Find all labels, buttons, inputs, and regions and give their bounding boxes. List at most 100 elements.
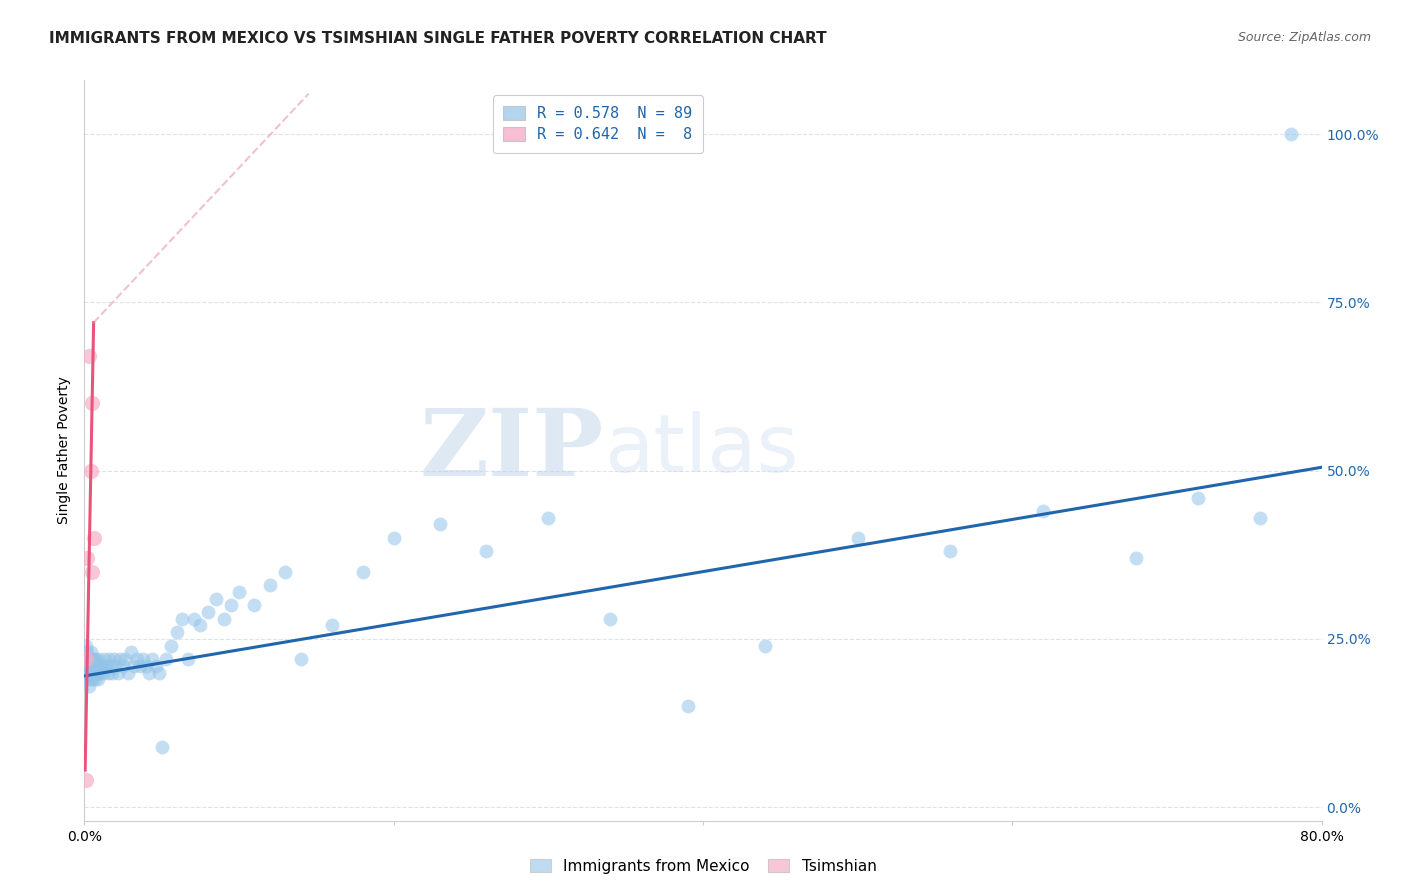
Point (79, 665, 101, 680)
Point (122, 658, 145, 673)
Point (98, 652, 121, 666)
Text: Source: ZipAtlas.com: Source: ZipAtlas.com (1237, 31, 1371, 45)
Point (599, 612, 621, 626)
Point (243, 599, 266, 613)
Point (114, 652, 136, 666)
Point (183, 612, 205, 626)
Point (205, 591, 228, 606)
Point (475, 544, 498, 558)
Point (82, 396, 104, 410)
Point (112, 658, 135, 673)
Point (125, 652, 148, 666)
Point (1279, 127, 1302, 141)
Point (104, 658, 127, 673)
Point (75, 639, 97, 653)
Point (1249, 510, 1271, 524)
Point (132, 652, 155, 666)
Point (93, 652, 115, 666)
Point (537, 510, 560, 524)
Point (754, 639, 776, 653)
Point (148, 665, 170, 680)
Point (352, 565, 374, 579)
Point (79, 652, 101, 666)
Point (135, 658, 157, 673)
Point (82, 652, 104, 666)
Point (76, 658, 98, 673)
Point (1032, 504, 1054, 518)
Point (170, 612, 193, 626)
Point (75, 773, 97, 788)
Point (79, 673, 101, 687)
Point (197, 605, 219, 619)
Point (160, 639, 183, 653)
Point (177, 652, 200, 666)
Point (76, 652, 98, 666)
Point (96, 665, 118, 680)
Point (120, 645, 142, 659)
Point (89, 658, 111, 673)
Point (145, 658, 167, 673)
Point (138, 665, 160, 680)
Point (79, 645, 101, 659)
Text: ZIP: ZIP (420, 406, 605, 495)
Point (77, 679, 100, 693)
Point (141, 652, 163, 666)
Point (382, 531, 405, 545)
Point (82, 658, 104, 673)
Legend: Immigrants from Mexico, Tsimshian: Immigrants from Mexico, Tsimshian (523, 853, 883, 880)
Point (82, 565, 104, 579)
Point (84, 652, 107, 666)
Y-axis label: Single Father Poverty: Single Father Poverty (58, 376, 72, 524)
Point (117, 665, 139, 680)
Point (77, 665, 100, 680)
Point (676, 699, 699, 714)
Point (83, 652, 105, 666)
Point (429, 517, 451, 532)
Point (75, 665, 97, 680)
Point (150, 739, 173, 754)
Point (76, 551, 98, 566)
Point (259, 578, 281, 592)
Point (75, 652, 97, 666)
Point (89, 665, 111, 680)
Point (84, 658, 107, 673)
Point (91, 665, 114, 680)
Point (77, 652, 100, 666)
Point (75, 652, 97, 666)
Point (82, 673, 104, 687)
Point (219, 599, 242, 613)
Point (76, 673, 98, 687)
Point (87, 652, 110, 666)
Point (86, 665, 108, 680)
Point (212, 612, 235, 626)
Point (77, 658, 100, 673)
Point (76, 645, 98, 659)
Text: atlas: atlas (605, 411, 799, 490)
Point (1125, 551, 1147, 566)
Point (94, 658, 117, 673)
Point (228, 584, 250, 599)
Point (100, 658, 122, 673)
Point (103, 652, 125, 666)
Point (846, 531, 869, 545)
Point (83, 531, 105, 545)
Text: IMMIGRANTS FROM MEXICO VS TSIMSHIAN SINGLE FATHER POVERTY CORRELATION CHART: IMMIGRANTS FROM MEXICO VS TSIMSHIAN SING… (49, 31, 827, 46)
Point (83, 665, 105, 680)
Point (86, 658, 108, 673)
Point (79, 464, 101, 478)
Point (939, 544, 962, 558)
Point (188, 618, 211, 632)
Point (87, 673, 110, 687)
Point (274, 565, 297, 579)
Point (1187, 491, 1209, 505)
Point (129, 658, 152, 673)
Point (90, 658, 112, 673)
Point (108, 652, 131, 666)
Point (83, 658, 105, 673)
Point (155, 652, 177, 666)
Point (166, 625, 188, 640)
Point (101, 665, 124, 680)
Point (290, 652, 312, 666)
Point (107, 665, 129, 680)
Legend: R = 0.578  N = 89, R = 0.642  N =  8: R = 0.578 N = 89, R = 0.642 N = 8 (492, 95, 703, 153)
